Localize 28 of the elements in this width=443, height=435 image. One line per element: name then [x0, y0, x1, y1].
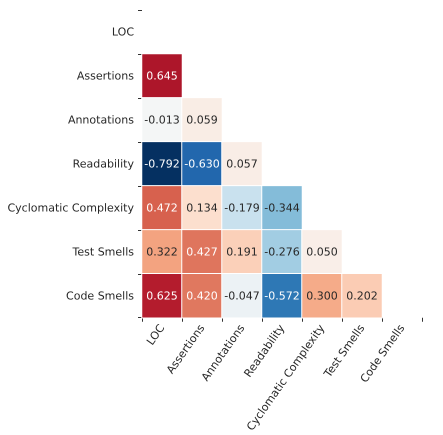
data-label: 0.420	[186, 289, 218, 302]
data-label: 0.050	[306, 245, 338, 258]
data-label: 0.427	[186, 245, 218, 258]
data-label: -0.792	[144, 157, 180, 170]
y-tick-label: Cyclomatic Complexity	[7, 201, 134, 214]
data-label: -0.276	[264, 245, 300, 258]
data-label: 0.472	[146, 201, 178, 214]
data-label: 0.059	[186, 113, 218, 126]
y-tick-label: Assertions	[76, 69, 134, 82]
data-label: 0.191	[226, 245, 258, 258]
data-label: 0.300	[306, 289, 338, 302]
data-label: 0.057	[226, 157, 258, 170]
y-tick-label: LOC	[112, 25, 134, 38]
data-label: -0.179	[224, 201, 260, 214]
y-tick-label: Annotations	[68, 113, 134, 126]
data-label: 0.625	[146, 289, 178, 302]
data-label: 0.645	[146, 69, 178, 82]
data-label: 0.202	[346, 289, 378, 302]
data-label: -0.630	[184, 157, 220, 170]
y-tick-label: Code Smells	[66, 289, 134, 302]
data-label: -0.013	[144, 113, 180, 126]
data-label: 0.322	[146, 245, 178, 258]
y-tick-label: Readability	[72, 157, 134, 170]
data-label: -0.344	[264, 201, 300, 214]
data-label: -0.047	[224, 289, 260, 302]
data-label: -0.572	[264, 289, 300, 302]
data-label: 0.134	[186, 201, 218, 214]
y-tick-label: Test Smells	[72, 245, 134, 258]
